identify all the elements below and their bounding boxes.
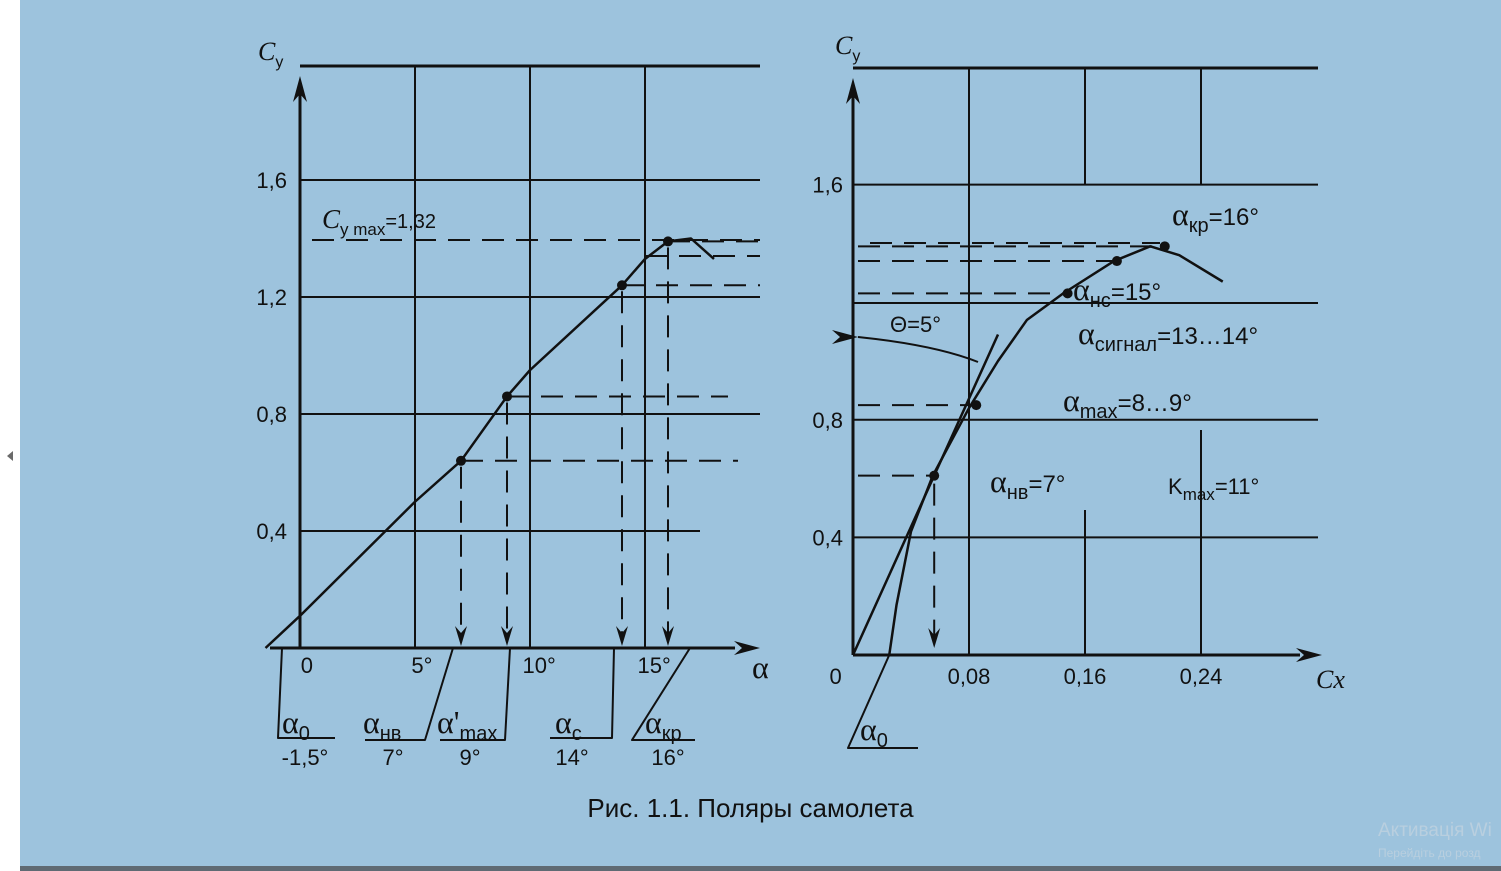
- alpha-label: α'max: [437, 704, 497, 745]
- figure-caption: Рис. 1.1. Поляры самолета: [587, 793, 914, 823]
- y-axis-title: Cy: [835, 31, 860, 65]
- left-panel-strip: [0, 0, 20, 871]
- y-axis-title: Cy: [258, 37, 283, 71]
- dashed-arrow-head: [501, 626, 513, 646]
- alpha-label: αнв: [363, 704, 401, 745]
- tangent-line: [851, 334, 1000, 656]
- x-tick-label: 0: [829, 664, 841, 689]
- x-tick-label: 0: [301, 653, 313, 678]
- cymax-annotation: Cy max=1,32: [322, 204, 436, 239]
- figure-background: [20, 0, 1501, 866]
- alpha0-label: α0: [860, 711, 888, 752]
- alpha-value: 9°: [459, 745, 480, 770]
- chart-cy-cx: 0,4 0,8 1,6 0 0,08 0,16 0,24 Cy Cx Θ=5° αкр=16° αнс…: [812, 31, 1345, 752]
- theta-arc: [857, 336, 979, 363]
- alpha-value: 7°: [382, 745, 403, 770]
- y-tick-label: 0,4: [812, 525, 843, 550]
- x-tick-label: 10°: [523, 653, 556, 678]
- x-tick-label: 5°: [411, 653, 432, 678]
- alpha-leader-line: [277, 647, 335, 739]
- alpha-signal-label: αсигнал=13…14°: [1078, 315, 1258, 356]
- x-tick-label: 15°: [638, 653, 671, 678]
- y-axis-arrow: [293, 76, 307, 102]
- dashed-arrow-head: [455, 626, 467, 646]
- x-tick-label: 0,08: [948, 664, 991, 689]
- x-tick-label: 0,16: [1064, 664, 1107, 689]
- x-axis-arrow: [1296, 648, 1322, 662]
- y-tick-label: 0,8: [256, 402, 287, 427]
- marked-point: [1159, 241, 1170, 252]
- x-tick-label: 0,24: [1180, 664, 1223, 689]
- marked-point: [502, 391, 512, 402]
- bottom-border: [20, 866, 1501, 871]
- alpha0-leader-line: [847, 654, 918, 749]
- polar-curve: [888, 245, 1224, 656]
- theta-label: Θ=5°: [890, 312, 941, 337]
- theta-arrow-left: [832, 330, 858, 344]
- x-axis-title: Cx: [1316, 665, 1345, 694]
- y-tick-label: 1,6: [812, 173, 843, 198]
- alpha-nc-label: αнс=15°: [1073, 271, 1161, 312]
- k-max-label: Kmax=11°: [1168, 474, 1259, 504]
- alpha-label: αкр: [645, 704, 682, 745]
- marked-point: [929, 470, 940, 481]
- y-tick-label: 0,4: [256, 519, 287, 544]
- marked-point: [617, 280, 627, 291]
- alpha-max-label: αmax=8…9°: [1063, 382, 1192, 423]
- alpha-label: α0: [282, 704, 310, 745]
- y-tick-label: 0,8: [812, 408, 843, 433]
- activation-watermark: Активація Wi: [1378, 820, 1492, 841]
- dashed-arrow-head: [616, 626, 628, 646]
- marked-point: [1062, 288, 1073, 299]
- activation-watermark-sub: Перейдіть до розд: [1378, 846, 1481, 860]
- alpha-leader-line: [440, 647, 511, 741]
- marked-point: [971, 400, 982, 411]
- chart-cy-alpha: 0,4 0,8 1,2 1,6 0 5° 10° 15° Cy α Cy max=1,32 α0-1,…: [256, 37, 769, 770]
- marked-point: [663, 236, 673, 247]
- alpha-kr-label: αкр=16°: [1172, 196, 1259, 237]
- alpha-leader-line: [550, 647, 615, 739]
- x-axis-title: α: [752, 649, 769, 685]
- y-axis-arrow: [846, 78, 860, 104]
- marked-point: [1111, 256, 1122, 267]
- alpha-nv-label: αнв=7°: [990, 463, 1065, 504]
- alpha-leader-line: [631, 647, 695, 741]
- alpha-value: -1,5°: [282, 745, 329, 770]
- x-axis-arrow: [734, 641, 760, 655]
- alpha-value: 16°: [651, 745, 684, 770]
- alpha-value: 14°: [555, 745, 588, 770]
- alpha-label: αс: [555, 704, 582, 745]
- y-tick-label: 1,2: [256, 285, 287, 310]
- dashed-arrow-head: [662, 626, 674, 646]
- y-tick-label: 1,6: [256, 168, 287, 193]
- cy-alpha-curve: [264, 237, 715, 649]
- marked-point: [456, 455, 466, 466]
- dashed-arrow-head: [928, 628, 941, 648]
- collapse-arrow-icon[interactable]: [7, 451, 13, 461]
- alpha-leader-line: [365, 647, 454, 741]
